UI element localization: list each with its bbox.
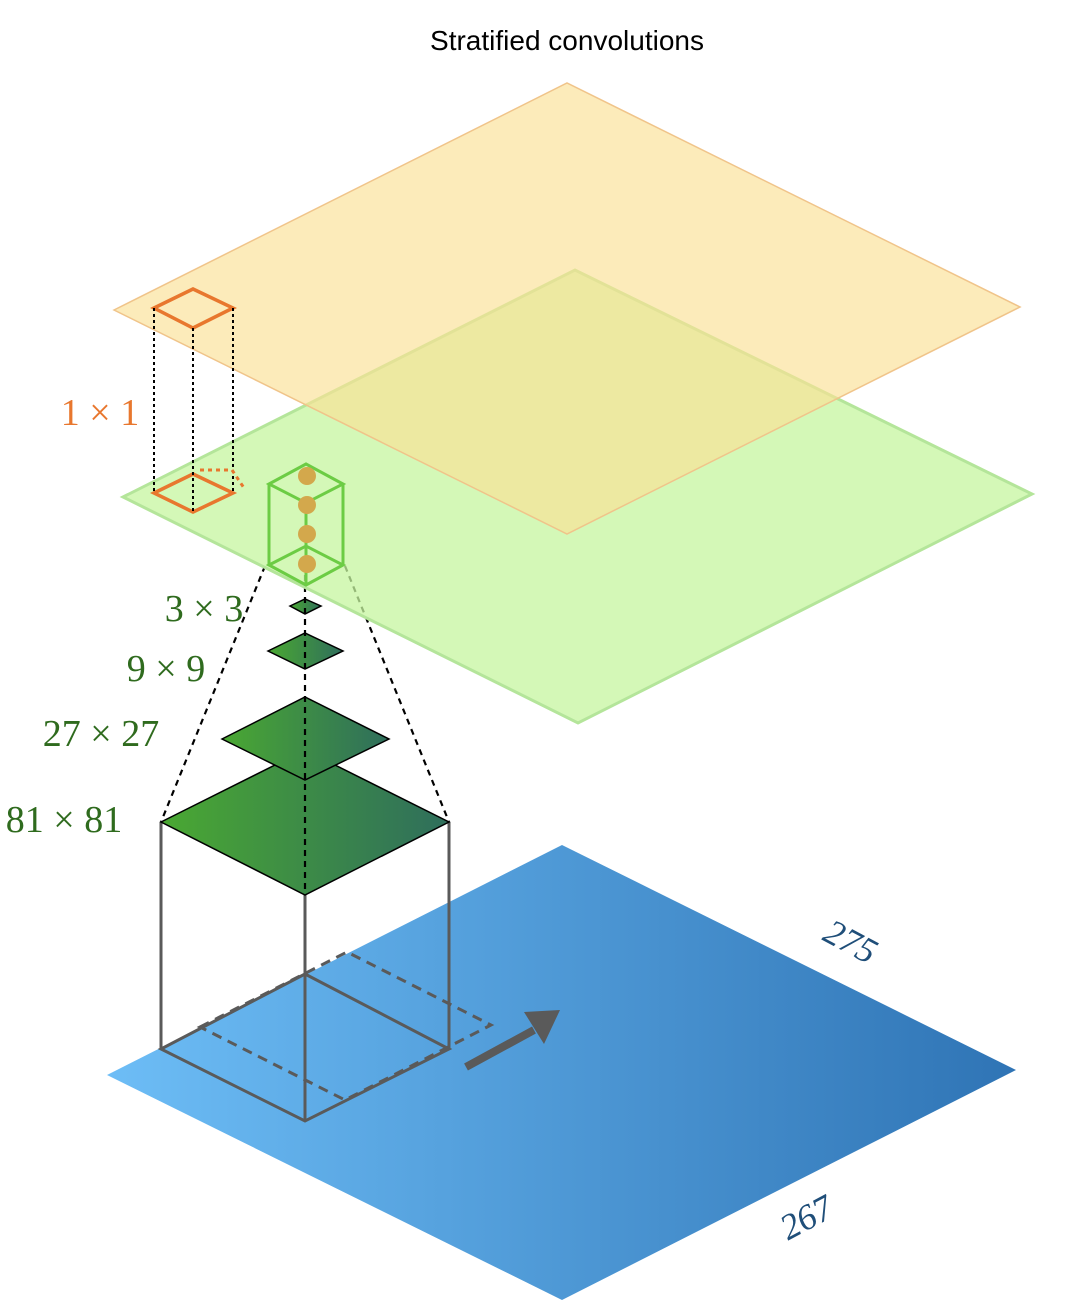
label-27x27: 27 × 27 [43,713,159,755]
label-1x1: 1 × 1 [61,392,139,434]
width-dimension-label: 275 [817,911,883,972]
diagram-title: Stratified convolutions [430,25,704,56]
kernel-9x9 [266,632,345,670]
input-layer [107,845,1016,1300]
label-9x9: 9 × 9 [127,648,205,690]
kernel-27x27 [220,696,391,781]
height-dimension-label: 267 [773,1186,841,1248]
feature-dots [298,467,316,573]
output-layer [112,82,1022,535]
label-81x81: 81 × 81 [6,799,122,841]
label-3x3: 3 × 3 [165,588,243,630]
feature-column [265,462,347,587]
pointwise-cuboid [150,287,246,514]
slide-arrow-icon [464,1010,560,1071]
receptive-field-edges [159,822,451,1121]
kernel-3x3 [288,598,323,615]
